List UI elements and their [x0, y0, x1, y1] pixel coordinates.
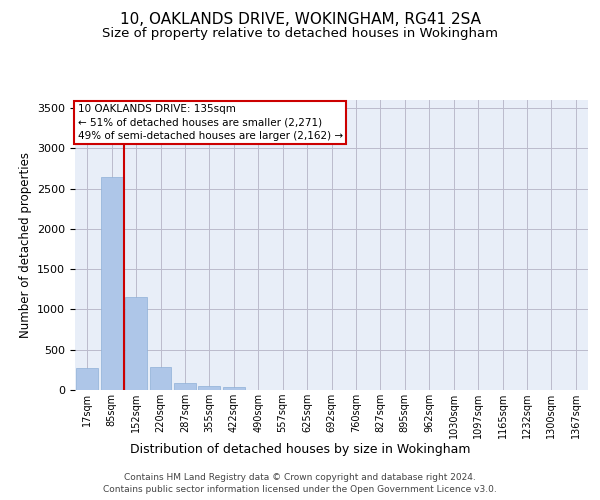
Bar [125, 298, 147, 390]
Text: Size of property relative to detached houses in Wokingham: Size of property relative to detached ho… [102, 28, 498, 40]
Bar [199, 386, 220, 390]
Text: Contains public sector information licensed under the Open Government Licence v3: Contains public sector information licen… [103, 485, 497, 494]
Bar [101, 178, 122, 390]
Text: Contains HM Land Registry data © Crown copyright and database right 2024.: Contains HM Land Registry data © Crown c… [124, 472, 476, 482]
Bar [174, 383, 196, 390]
Bar [149, 368, 172, 390]
Text: Distribution of detached houses by size in Wokingham: Distribution of detached houses by size … [130, 442, 470, 456]
Bar [223, 387, 245, 390]
Bar [76, 368, 98, 390]
Y-axis label: Number of detached properties: Number of detached properties [19, 152, 32, 338]
Text: 10, OAKLANDS DRIVE, WOKINGHAM, RG41 2SA: 10, OAKLANDS DRIVE, WOKINGHAM, RG41 2SA [119, 12, 481, 28]
Text: 10 OAKLANDS DRIVE: 135sqm
← 51% of detached houses are smaller (2,271)
49% of se: 10 OAKLANDS DRIVE: 135sqm ← 51% of detac… [77, 104, 343, 141]
